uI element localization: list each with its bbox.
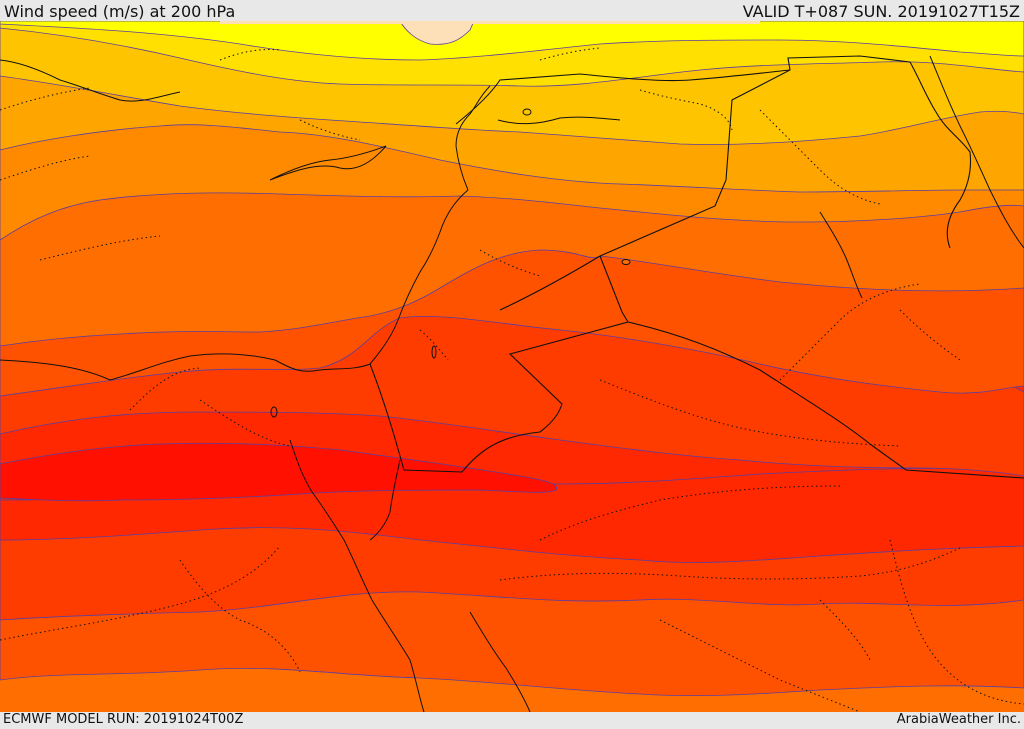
chart-title: Wind speed (m/s) at 200 hPa <box>4 2 236 21</box>
band-yellow <box>0 21 1024 61</box>
band-pale-peach-top-strip <box>220 21 760 24</box>
band-pale-peach <box>399 21 475 45</box>
water-bodies <box>270 108 631 418</box>
borders <box>369 55 1024 479</box>
wind-speed-map <box>0 21 1024 712</box>
valid-time: VALID T+087 SUN. 20191027T15Z <box>742 2 1020 21</box>
dotted-boundaries <box>0 47 1024 712</box>
band-red-core <box>0 442 558 502</box>
footer-bar <box>0 712 1024 729</box>
header-bar <box>0 0 1024 21</box>
credit-label: ArabiaWeather Inc. <box>896 712 1021 727</box>
model-run-label: ECMWF MODEL RUN: 20191024T00Z <box>3 712 244 727</box>
coastlines <box>0 55 1024 712</box>
